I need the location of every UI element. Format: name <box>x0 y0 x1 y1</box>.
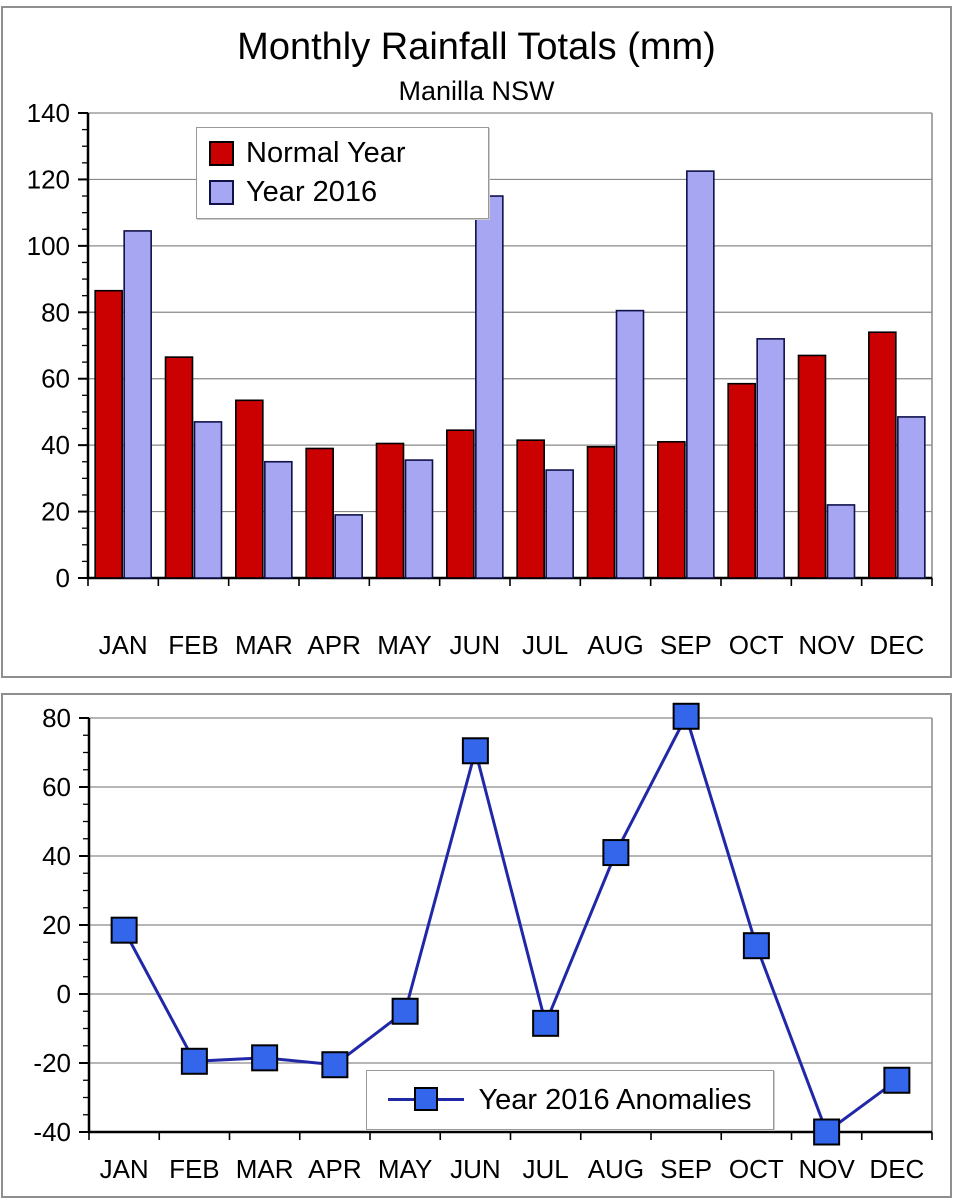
x-tick-label-jul: JUL <box>523 1154 569 1184</box>
line-chart-legend: Year 2016 Anomalies <box>366 1070 774 1130</box>
bar-normal-year-aug <box>586 446 616 579</box>
x-tick-label-jan: JAN <box>99 630 148 660</box>
marker-oct <box>742 932 770 960</box>
marker-aug <box>602 839 630 867</box>
marker-dec <box>883 1066 911 1094</box>
x-tick-label-aug: AUG <box>588 1154 644 1184</box>
legend-item-year-2016: Year 2016 <box>209 176 476 209</box>
normal-year-swatch-icon <box>209 141 234 166</box>
legend-label-year-2016: Year 2016 <box>246 176 378 208</box>
marker-mar <box>251 1044 279 1072</box>
y-tick-label-0: 0 <box>57 979 71 1009</box>
x-tick-label-jun: JUN <box>450 1154 501 1184</box>
bar-normal-year-feb <box>164 356 194 579</box>
marker-apr <box>321 1051 349 1079</box>
bar-normal-year-oct <box>727 382 756 579</box>
bar-normal-year-sep <box>657 441 686 579</box>
marker-jul <box>532 1009 560 1037</box>
marker-nov <box>813 1118 841 1146</box>
bar-normal-year-nov <box>797 354 827 579</box>
bar-year-2016-oct <box>756 338 785 579</box>
x-tick-label-nov: NOV <box>798 1154 855 1184</box>
x-tick-label-sep: SEP <box>660 1154 712 1184</box>
chart-title: Monthly Rainfall Totals (mm) <box>237 26 716 68</box>
bar-year-2016-nov <box>826 504 856 579</box>
line-chart-canvas: -40 -20 0 20 40 60 80 JAN FEB MAR APR MAY JUN JUL AUG S… <box>33 702 933 1184</box>
bar-normal-year-jan <box>94 289 123 579</box>
marker-jun <box>461 737 489 765</box>
bar-year-2016-apr <box>334 514 363 579</box>
y-tick-label-60: 60 <box>41 364 70 394</box>
y-tick-label--40: -40 <box>33 1117 71 1147</box>
y-tick-label-20: 20 <box>41 497 70 527</box>
bar-year-2016-sep <box>686 170 715 579</box>
y-tick-label-60: 60 <box>42 772 71 802</box>
bar-year-2016-may <box>404 459 434 579</box>
x-tick-label-feb: FEB <box>168 630 219 660</box>
bar-year-2016-jul <box>545 469 574 579</box>
marker-feb <box>180 1047 208 1075</box>
x-tick-label-mar: MAR <box>236 1154 294 1184</box>
bar-year-2016-feb <box>193 421 223 579</box>
anomalies-panel: -40 -20 0 20 40 60 80 JAN FEB MAR APR MAY JUN JUL AUG S… <box>1 693 952 1198</box>
x-tick-label-dec: DEC <box>869 1154 924 1184</box>
x-tick-label-jun: JUN <box>450 630 501 660</box>
legend-label-anomalies: Year 2016 Anomalies <box>478 1083 752 1116</box>
bar-normal-year-dec <box>868 331 897 579</box>
y-tick-label-100: 100 <box>27 231 70 261</box>
x-tick-label-jul: JUL <box>522 630 568 660</box>
legend-label-normal-year: Normal Year <box>246 137 406 169</box>
chart-subtitle: Manilla NSW <box>398 76 555 106</box>
bar-year-2016-aug <box>615 309 645 579</box>
y-tick-label--20: -20 <box>33 1048 71 1078</box>
bar-year-2016-mar <box>264 460 293 579</box>
x-tick-label-jan: JAN <box>100 1154 149 1184</box>
marker-jan <box>110 916 138 944</box>
bar-year-2016-dec <box>897 416 926 579</box>
y-tick-label-80: 80 <box>42 703 71 733</box>
y-tick-label-80: 80 <box>41 297 70 327</box>
marker-may <box>391 997 419 1025</box>
x-tick-label-mar: MAR <box>235 630 293 660</box>
x-tick-label-aug: AUG <box>587 630 643 660</box>
x-tick-label-dec: DEC <box>869 630 924 660</box>
bar-chart-canvas: 0 20 40 60 80 100 120 140 JAN FEB MAR APR MAY JUN JUL A… <box>27 98 933 660</box>
marker-sep <box>672 702 700 730</box>
x-tick-label-feb: FEB <box>169 1154 220 1184</box>
rainfall-totals-panel: 0 20 40 60 80 100 120 140 JAN FEB MAR APR MAY JUN JUL A… <box>1 6 952 678</box>
x-tick-label-sep: SEP <box>660 630 712 660</box>
bar-normal-year-apr <box>305 447 334 579</box>
y-tick-label-0: 0 <box>56 563 70 593</box>
x-tick-label-apr: APR <box>308 1154 361 1184</box>
bar-normal-year-jul <box>516 439 545 579</box>
line-marker-glyph-icon <box>388 1087 465 1113</box>
x-tick-label-nov: NOV <box>798 630 855 660</box>
bar-year-2016-jan <box>123 230 152 579</box>
bar-normal-year-mar <box>235 399 264 579</box>
y-tick-label-40: 40 <box>42 841 71 871</box>
legend-item-normal-year: Normal Year <box>209 137 476 170</box>
y-tick-label-120: 120 <box>27 164 70 194</box>
x-tick-label-oct: OCT <box>729 630 784 660</box>
bar-normal-year-jun <box>446 429 475 579</box>
y-tick-label-40: 40 <box>41 430 70 460</box>
bar-normal-year-may <box>375 442 405 579</box>
y-tick-label-140: 140 <box>27 98 70 128</box>
x-tick-label-apr: APR <box>307 630 360 660</box>
bar-chart-legend: Normal Year Year 2016 <box>196 127 489 219</box>
x-tick-label-oct: OCT <box>729 1154 784 1184</box>
bar-year-2016-jun <box>475 195 504 579</box>
year-2016-swatch-icon <box>209 180 234 205</box>
y-tick-label-20: 20 <box>42 910 71 940</box>
x-tick-label-may: MAY <box>378 1154 432 1184</box>
x-tick-label-may: MAY <box>377 630 431 660</box>
